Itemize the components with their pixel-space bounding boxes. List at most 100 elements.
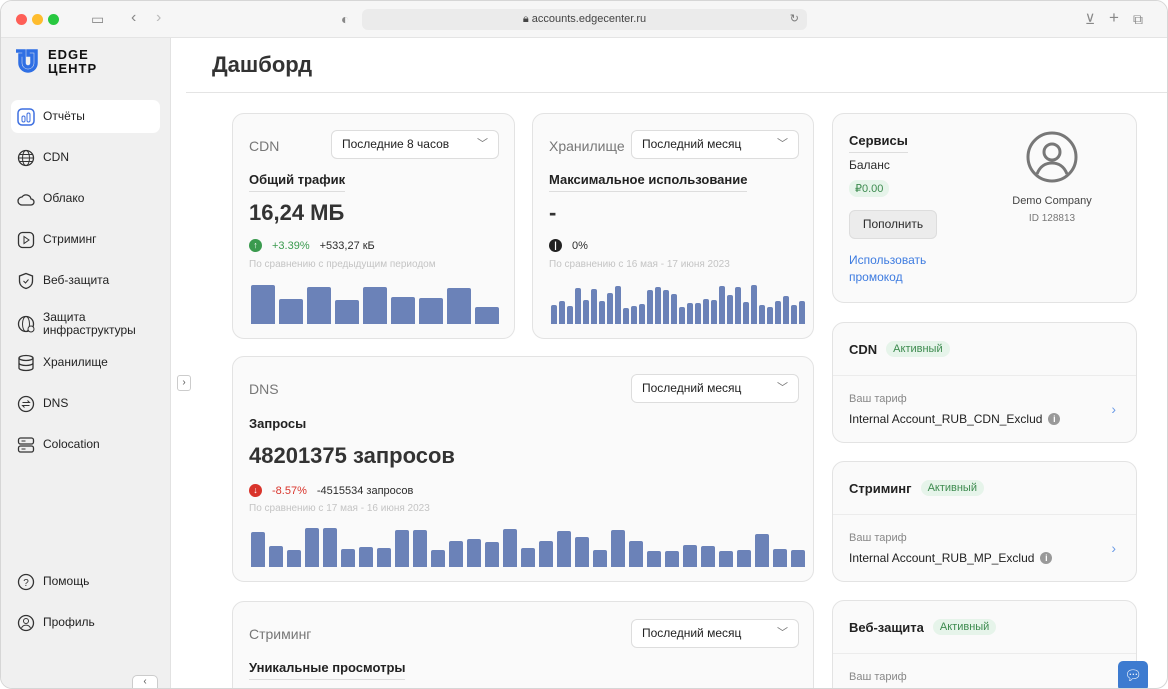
lock-icon: 🔒︎ <box>522 13 532 25</box>
topup-button[interactable]: Пополнить <box>849 210 937 239</box>
metric-title[interactable]: Общий трафик <box>249 172 346 192</box>
neutral-icon: | <box>549 239 562 252</box>
company-name: Demo Company <box>1012 195 1092 207</box>
sidebar-item-colocation[interactable]: Colocation <box>11 428 160 461</box>
cdn-card: CDN Последние 8 часов ﹀ Общий трафик 16,2… <box>232 113 515 339</box>
chart-bar <box>539 541 553 567</box>
dns-period-select[interactable]: Последний месяц ﹀ <box>631 374 799 403</box>
help-icon: ? <box>17 573 35 590</box>
chevron-down-icon: ﹀ <box>777 627 788 639</box>
plan-card-cdn[interactable]: CDN Активный Ваш тариф Internal Account_R… <box>832 322 1137 443</box>
delta-percent: 0% <box>572 239 588 252</box>
arrow-up-icon: ↑ <box>249 239 262 252</box>
chevron-down-icon: ﹀ <box>477 138 488 150</box>
streaming-period-select[interactable]: Последний месяц ﹀ <box>631 619 799 648</box>
tabs-overview-icon[interactable]: ⧉ <box>1133 11 1143 27</box>
sidebar-item-storage[interactable]: Хранилище <box>11 346 160 379</box>
services-card: Сервисы Баланс ₽0.00 Пополнить Использов… <box>832 113 1137 303</box>
maximize-window-button[interactable] <box>48 14 59 25</box>
promo-link[interactable]: Использовать промокод <box>849 253 927 284</box>
tarif-value: Internal Account_RUB_MP_Exclud <box>849 551 1035 565</box>
plan-name: CDN <box>849 341 878 357</box>
sidebar-toggle-icon[interactable]: ▭ <box>91 11 105 27</box>
logo-line1: EDGE <box>48 47 89 62</box>
sidebar-item-cloud[interactable]: Облако <box>11 182 160 215</box>
chart-bar <box>719 551 733 567</box>
select-value: Последние 8 часов <box>342 137 450 151</box>
forward-icon[interactable]: › <box>156 9 162 26</box>
sidebar-item-profile[interactable]: Профиль <box>11 606 160 639</box>
svg-text:?: ? <box>23 578 29 589</box>
delta-percent: -8.57% <box>272 484 307 497</box>
chevron-right-icon[interactable]: › <box>1111 540 1116 556</box>
expand-panel-button[interactable]: › <box>177 375 191 391</box>
download-icon[interactable]: ⊻ <box>1085 11 1096 27</box>
sidebar-item-help[interactable]: ? Помощь <box>11 565 160 598</box>
chart-bar <box>799 301 805 324</box>
chart-bar <box>363 287 387 324</box>
sidebar-item-dns[interactable]: DNS <box>11 387 160 420</box>
chart-bar <box>679 307 685 324</box>
metric-title[interactable]: Уникальные просмотры <box>249 660 406 680</box>
chat-button[interactable]: 💬︎ <box>1118 661 1148 688</box>
chart-bar <box>695 303 701 324</box>
chart-bar <box>567 306 573 324</box>
metric-title[interactable]: Максимальное использование <box>549 172 748 192</box>
sidebar-item-label: Профиль <box>43 615 95 629</box>
chart-bar <box>503 529 517 567</box>
streaming-card: Стриминг Последний месяц ﹀ Уникальные про… <box>232 601 814 688</box>
collapse-sidebar-button[interactable]: ‹ <box>132 675 158 688</box>
logo[interactable]: EDGE ЦЕНТР <box>14 48 97 76</box>
info-icon[interactable]: i <box>1040 552 1053 564</box>
account-id: ID 128813 <box>1028 213 1076 224</box>
storage-bar-chart <box>551 274 805 324</box>
info-icon[interactable]: i <box>1048 413 1061 425</box>
status-badge: Активный <box>886 341 950 357</box>
address-bar[interactable]: 🔒︎ accounts.edgecenter.ru ↻ <box>362 9 807 30</box>
back-icon[interactable]: ‹ <box>131 9 137 26</box>
chart-bar <box>775 301 781 324</box>
chart-bar <box>743 302 749 324</box>
chart-bar <box>629 541 643 567</box>
cdn-period-select[interactable]: Последние 8 часов ﹀ <box>331 130 499 159</box>
card-title: Хранилище <box>549 138 625 154</box>
storage-period-select[interactable]: Последний месяц ﹀ <box>631 130 799 159</box>
chart-icon <box>17 107 35 126</box>
sidebar-item-infra-protection[interactable]: Защита инфраструктуры <box>11 305 160 343</box>
reload-icon[interactable]: ↻ <box>789 13 799 25</box>
dns-bar-chart <box>251 517 805 567</box>
sidebar-item-label: DNS <box>43 396 69 410</box>
sidebar-item-reports[interactable]: Отчёты <box>11 100 160 133</box>
plan-card-streaming[interactable]: Стриминг Активный Ваш тариф Internal Acco… <box>832 461 1137 582</box>
close-window-button[interactable] <box>16 14 27 25</box>
chart-bar <box>631 306 637 324</box>
sidebar-item-cdn[interactable]: CDN <box>11 141 160 174</box>
minimize-window-button[interactable] <box>32 14 43 25</box>
chart-bar <box>623 308 629 324</box>
chart-bar <box>413 530 427 567</box>
card-title: Стриминг <box>249 626 312 642</box>
chart-bar <box>269 546 283 567</box>
avatar[interactable] <box>1026 131 1078 183</box>
tarif-label: Ваш тариф <box>849 532 907 544</box>
chart-bar <box>449 541 463 567</box>
sidebar-item-label: Облако <box>43 191 85 205</box>
user-icon <box>17 614 35 631</box>
chart-bar <box>575 288 581 324</box>
sidebar-item-streaming[interactable]: Стриминг <box>11 223 160 256</box>
chevron-right-icon[interactable]: › <box>1111 401 1116 417</box>
chart-bar <box>251 285 275 324</box>
new-tab-icon[interactable]: + <box>1109 8 1119 27</box>
tarif-value: Internal Account_RUB_CDN_Exclud <box>849 412 1043 426</box>
cloud-icon <box>17 193 35 206</box>
plan-card-web-protection[interactable]: Веб-защита Активный Ваш тариф <box>832 600 1137 688</box>
balance-label: Баланс <box>849 158 890 172</box>
chart-bar <box>599 301 605 324</box>
sidebar-item-web-protection[interactable]: Веб-защита <box>11 264 160 297</box>
plan-name: Стриминг <box>849 480 912 496</box>
shield-privacy-icon[interactable]: ◐ <box>341 11 350 27</box>
metric-value: 48201375 запросов <box>249 443 455 468</box>
sidebar-item-label: Защита инфраструктуры <box>43 310 136 337</box>
chart-bar <box>759 305 765 324</box>
